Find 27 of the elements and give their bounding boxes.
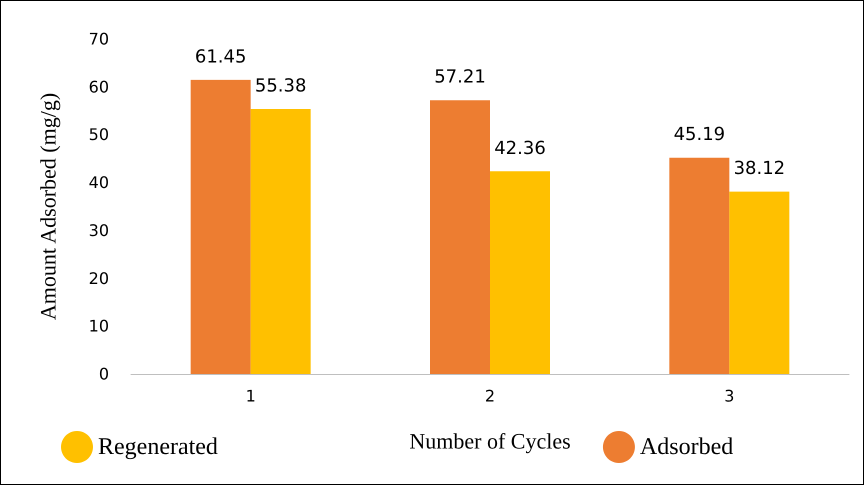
data-label: 61.45: [194, 46, 246, 68]
y-tick-label: 70: [88, 30, 109, 48]
x-tick-label: 2: [484, 386, 496, 406]
data-label: 57.21: [434, 66, 486, 88]
bar: [190, 80, 251, 374]
x-axis-title: Number of Cycles: [409, 428, 571, 454]
y-tick-label: 50: [88, 125, 109, 144]
bar: [669, 158, 730, 374]
y-tick-label: 20: [88, 268, 109, 288]
bar: [729, 192, 790, 374]
x-tick-label: 1: [246, 386, 256, 406]
bar: [250, 108, 311, 374]
data-label: 38.12: [734, 158, 786, 180]
bar: [490, 171, 550, 374]
x-tick-label: 3: [724, 386, 734, 406]
y-tick-label: 30: [88, 220, 109, 240]
y-tick-label: 60: [88, 77, 109, 96]
data-label: 55.38: [254, 75, 306, 96]
y-tick-label: 40: [88, 173, 109, 192]
y-tick-label: 0: [98, 364, 109, 384]
data-label: 45.19: [674, 124, 726, 146]
y-tick-label: 10: [88, 316, 109, 336]
bar: [430, 100, 490, 374]
legend-label: Adsorbed: [640, 434, 734, 460]
legend-label: Regenerated: [98, 434, 218, 460]
y-axis-title: Amount Adsorbed (mg/g): [36, 92, 60, 320]
data-label: 42.36: [494, 138, 546, 159]
